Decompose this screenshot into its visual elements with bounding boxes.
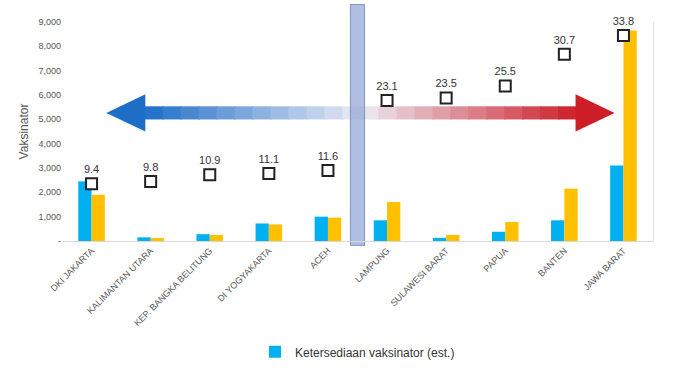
svg-text:25.5: 25.5 (495, 65, 516, 77)
svg-text:BANTEN: BANTEN (536, 246, 569, 279)
svg-text:4,000: 4,000 (38, 139, 61, 149)
svg-text:DKI JAKARTA: DKI JAKARTA (49, 246, 97, 294)
svg-text:33.8: 33.8 (613, 15, 634, 27)
svg-text:11.6: 11.6 (318, 150, 339, 162)
svg-text:KEP. BANGKA BELITUNG: KEP. BANGKA BELITUNG (132, 246, 214, 328)
svg-text:Vaksinator: Vaksinator (17, 104, 31, 160)
svg-text:8,000: 8,000 (38, 41, 61, 51)
svg-text:9.8: 9.8 (143, 161, 158, 173)
svg-text:5,000: 5,000 (38, 114, 61, 124)
svg-text:DI YOGYAKARTA: DI YOGYAKARTA (216, 246, 274, 304)
svg-text:1,000: 1,000 (38, 212, 61, 222)
svg-text:9,000: 9,000 (38, 17, 61, 27)
svg-text:PAPUA: PAPUA (482, 246, 510, 274)
svg-text:ACEH: ACEH (308, 246, 333, 271)
svg-text:9.4: 9.4 (84, 163, 99, 175)
svg-text:7,000: 7,000 (38, 66, 61, 76)
svg-text:2,000: 2,000 (38, 187, 61, 197)
svg-text:LAMPUNG: LAMPUNG (353, 246, 392, 285)
svg-text:KALIMANTAN UTARA: KALIMANTAN UTARA (85, 246, 155, 316)
svg-text:3,000: 3,000 (38, 163, 61, 173)
svg-text:-: - (58, 236, 61, 246)
svg-text:Ketersediaan vaksinator (est.): Ketersediaan vaksinator (est.) (295, 346, 454, 360)
svg-text:10.9: 10.9 (199, 154, 220, 166)
svg-text:23.5: 23.5 (435, 77, 456, 89)
svg-text:11.1: 11.1 (259, 153, 280, 165)
svg-text:SULAWESI BARAT: SULAWESI BARAT (388, 245, 451, 308)
svg-text:30.7: 30.7 (554, 34, 575, 46)
svg-text:23.1: 23.1 (376, 80, 397, 92)
svg-text:JAWA BARAT: JAWA BARAT (582, 245, 629, 292)
svg-text:6,000: 6,000 (38, 90, 61, 100)
